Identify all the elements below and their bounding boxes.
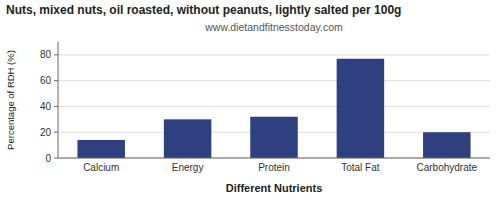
grid-line	[58, 80, 490, 81]
subtitle: www.dietandfitnesstoday.com	[204, 21, 343, 33]
grid-line	[58, 54, 490, 55]
y-tick-label: 20	[40, 127, 52, 138]
y-tick	[54, 158, 58, 159]
y-tick	[54, 132, 58, 133]
y-axis: 0 20 40 60 80	[40, 42, 58, 164]
y-tick-label: 40	[40, 101, 52, 112]
y-tick	[54, 80, 58, 81]
x-tick-label: Energy	[172, 162, 204, 173]
y-tick-label: 60	[40, 75, 52, 86]
chart-container: Nuts, mixed nuts, oil roasted, without p…	[0, 0, 500, 200]
y-tick	[54, 54, 58, 55]
y-axis-line	[58, 42, 59, 158]
x-tick-label: Carbohydrate	[417, 162, 478, 173]
y-tick	[54, 106, 58, 107]
x-axis-line	[58, 158, 490, 159]
y-axis-label: Percentage of RDH (%)	[5, 50, 16, 150]
x-tick-label: Protein	[258, 162, 290, 173]
x-tick-label: Total Fat	[341, 162, 380, 173]
bar	[77, 140, 125, 158]
y-grid	[58, 55, 490, 158]
x-tick-label: Calcium	[83, 162, 119, 173]
grid-line	[58, 158, 490, 159]
title: Nuts, mixed nuts, oil roasted, without p…	[6, 3, 401, 17]
y-tick-label: 0	[45, 153, 51, 164]
x-axis-label: Different Nutrients	[226, 182, 323, 194]
chart: Nuts, mixed nuts, oil roasted, without p…	[0, 0, 500, 200]
bar	[250, 117, 298, 158]
bar	[423, 132, 471, 158]
bars	[77, 59, 470, 158]
bar	[337, 59, 385, 158]
x-axis: Calcium Energy Protein Total Fat Carbohydrat…	[58, 158, 490, 173]
y-tick-label: 80	[40, 49, 52, 60]
grid-line	[58, 106, 490, 107]
bar	[164, 119, 212, 158]
